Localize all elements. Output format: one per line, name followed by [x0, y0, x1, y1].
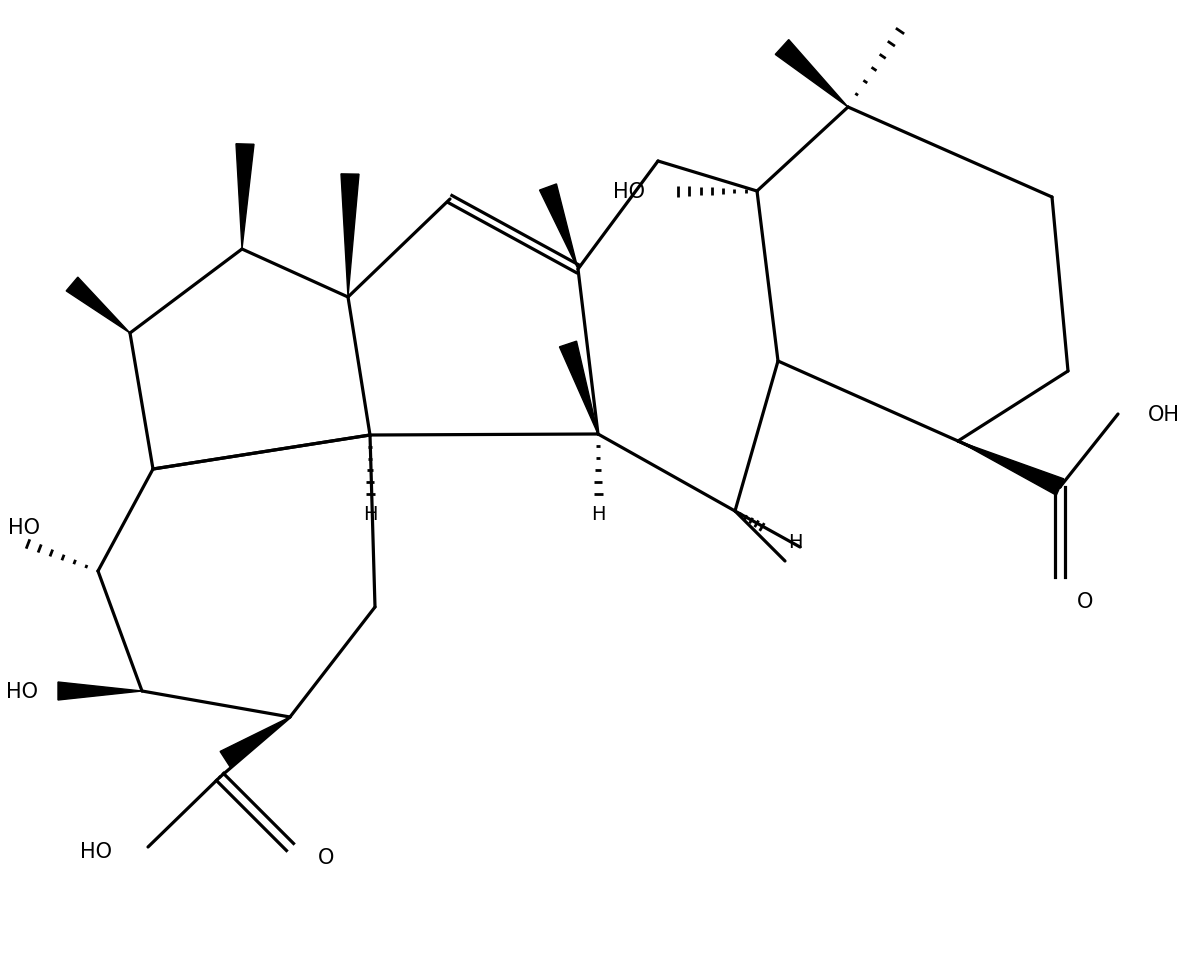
Text: HO: HO — [80, 841, 112, 861]
Text: O: O — [1076, 591, 1093, 611]
Text: OH: OH — [1148, 405, 1180, 424]
Text: O: O — [318, 847, 335, 867]
Polygon shape — [775, 41, 848, 108]
Polygon shape — [341, 174, 359, 297]
Polygon shape — [236, 144, 254, 250]
Polygon shape — [559, 342, 598, 434]
Polygon shape — [958, 442, 1063, 496]
Text: HO: HO — [613, 182, 645, 202]
Polygon shape — [58, 682, 142, 701]
Text: H: H — [591, 505, 606, 524]
Text: H: H — [362, 505, 377, 524]
Text: HO: HO — [8, 517, 41, 538]
Polygon shape — [221, 717, 290, 766]
Polygon shape — [67, 278, 130, 333]
Text: H: H — [788, 532, 802, 551]
Text: HO: HO — [6, 681, 38, 702]
Polygon shape — [540, 185, 578, 269]
